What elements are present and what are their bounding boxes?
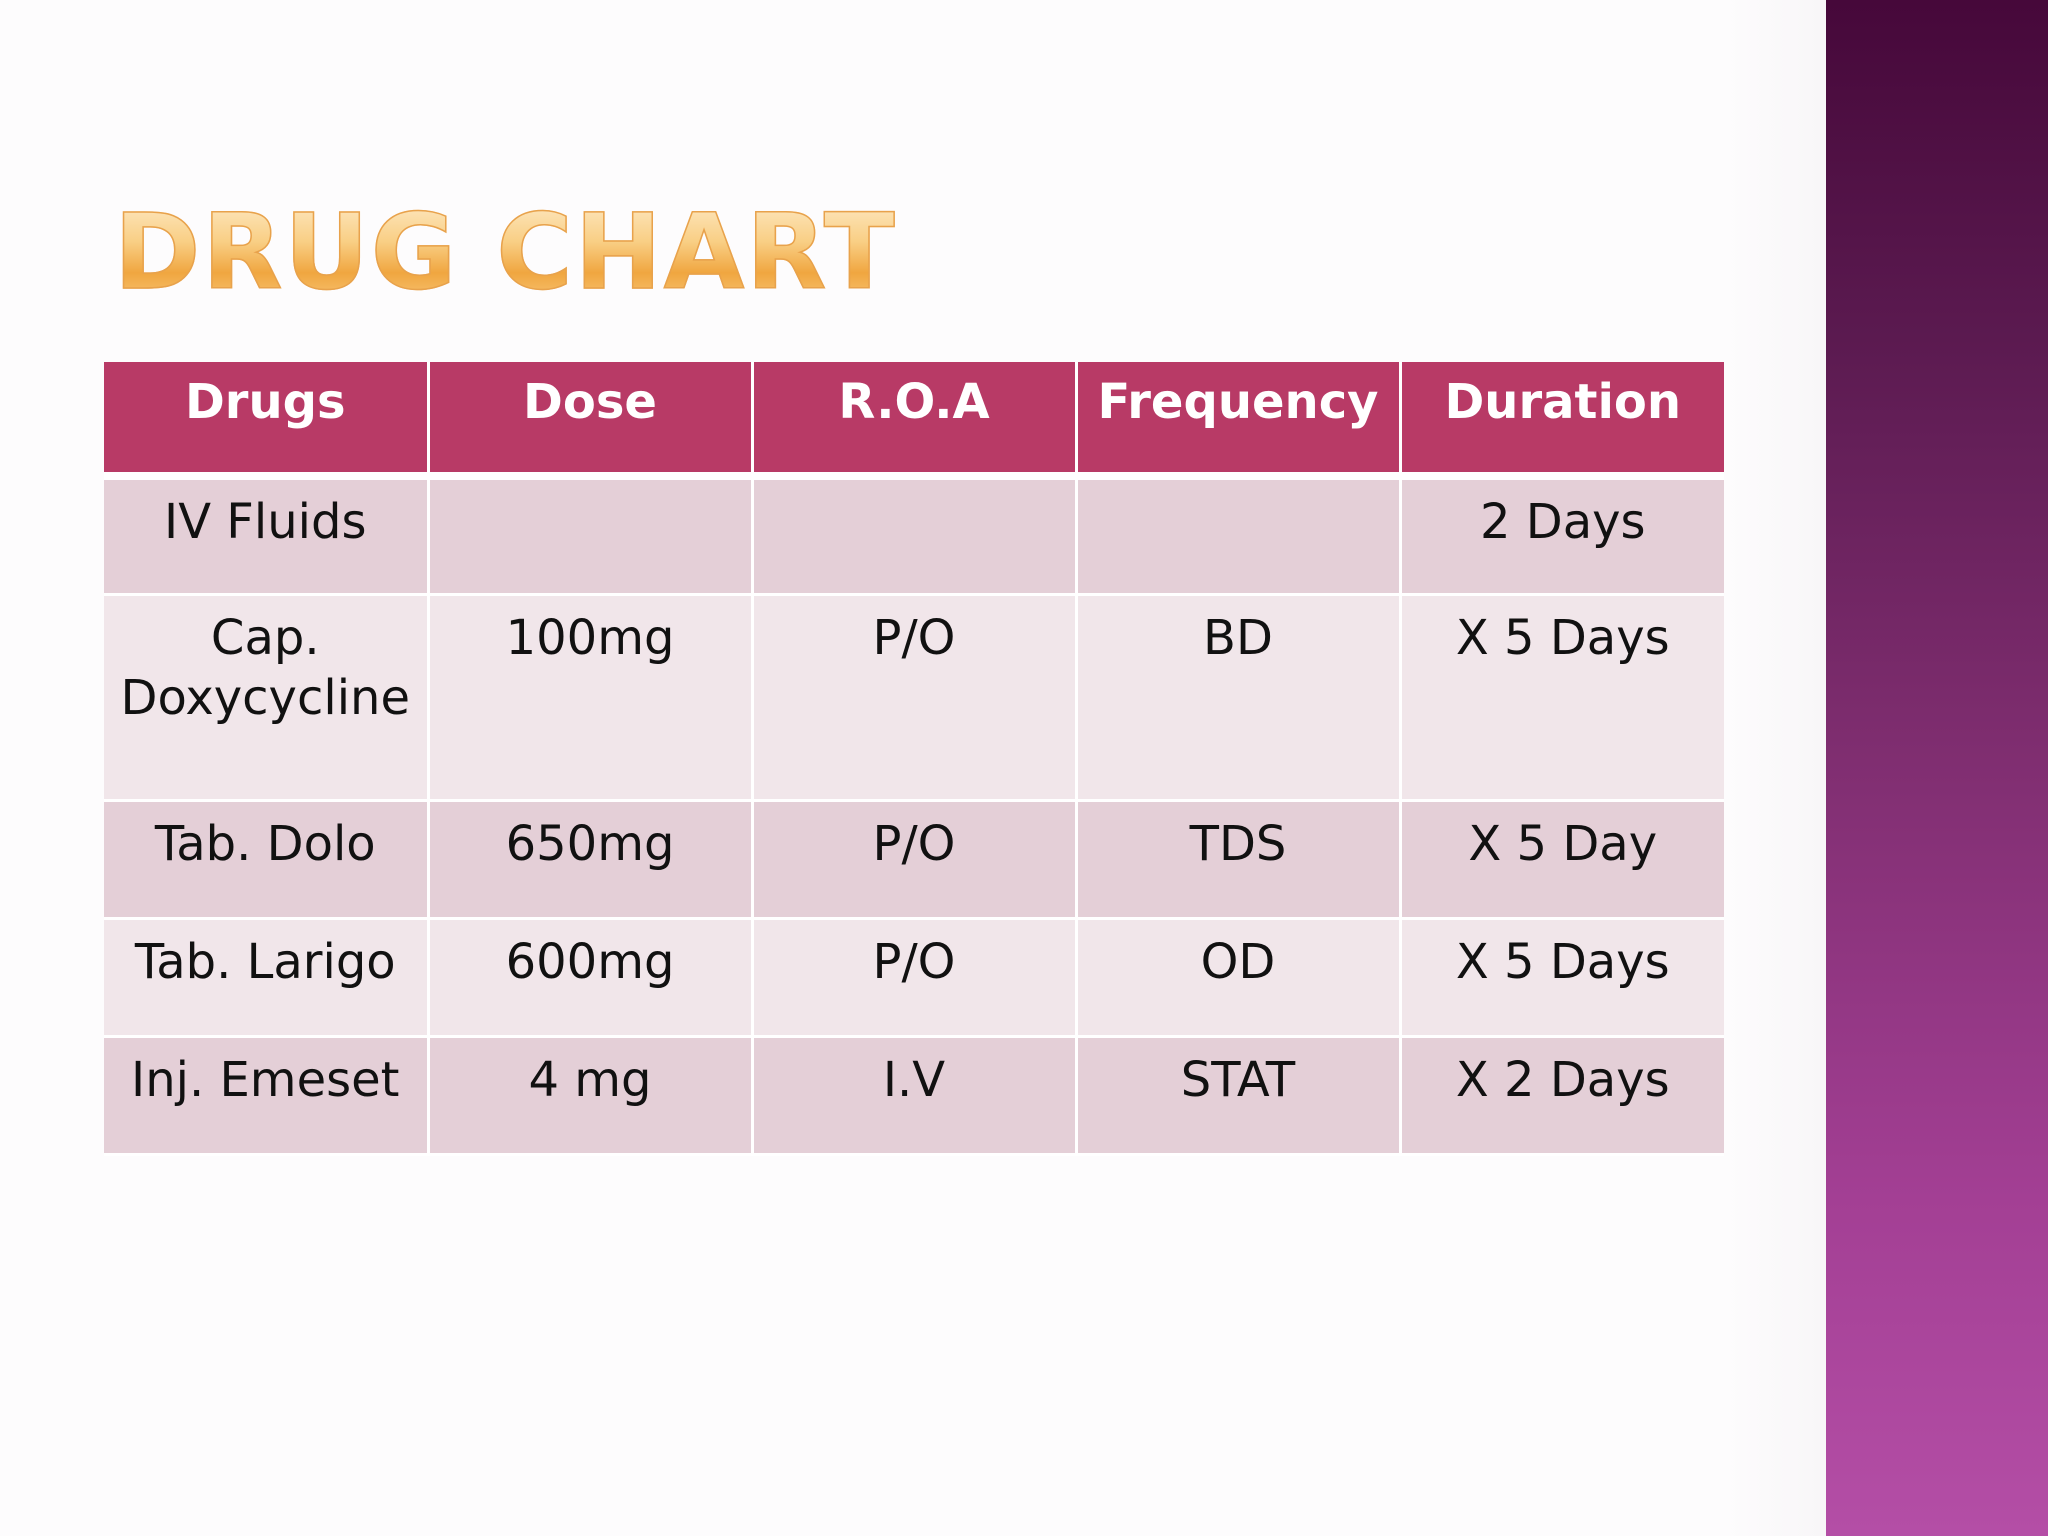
cell-frequency: OD — [1076, 918, 1402, 1038]
cell-roa: P/O — [752, 918, 1078, 1038]
cell-dose: 4 mg — [428, 1036, 754, 1156]
cell-duration: X 5 Days — [1400, 918, 1724, 1038]
cell-frequency — [1076, 476, 1402, 596]
cell-duration: X 5 Days — [1400, 594, 1724, 802]
cell-duration: X 5 Day — [1400, 800, 1724, 920]
cell-dose: 650mg — [428, 800, 754, 920]
cell-roa — [752, 476, 1078, 596]
table-row: Cap. Doxycycline 100mg P/O BD X 5 Days — [104, 594, 1724, 802]
cell-drug: Tab. Larigo — [104, 918, 430, 1038]
table-row: IV Fluids 2 Days — [104, 476, 1724, 596]
cell-dose: 100mg — [428, 594, 754, 802]
table-header-row: Drugs Dose R.O.A Frequency Duration — [104, 362, 1724, 480]
cell-frequency: TDS — [1076, 800, 1402, 920]
table-row: Tab. Dolo 650mg P/O TDS X 5 Day — [104, 800, 1724, 920]
cell-drug: IV Fluids — [104, 476, 430, 596]
cell-duration: X 2 Days — [1400, 1036, 1724, 1156]
table-row: Tab. Larigo 600mg P/O OD X 5 Days — [104, 918, 1724, 1038]
cell-roa: P/O — [752, 594, 1078, 802]
slide-title: Drug Chart — [113, 191, 897, 313]
cell-frequency: BD — [1076, 594, 1402, 802]
cell-dose — [428, 476, 754, 596]
header-dose: Dose — [428, 362, 754, 480]
header-roa: R.O.A — [752, 362, 1078, 480]
cell-duration: 2 Days — [1400, 476, 1724, 596]
cell-drug: Cap. Doxycycline — [104, 594, 430, 802]
header-drugs: Drugs — [104, 362, 430, 480]
cell-roa: P/O — [752, 800, 1078, 920]
cell-frequency: STAT — [1076, 1036, 1402, 1156]
table-row: Inj. Emeset 4 mg I.V STAT X 2 Days — [104, 1036, 1724, 1156]
drug-chart-table: Drugs Dose R.O.A Frequency Duration IV F… — [104, 362, 1724, 1156]
cell-dose: 600mg — [428, 918, 754, 1038]
cell-roa: I.V — [752, 1036, 1078, 1156]
cell-drug: Inj. Emeset — [104, 1036, 430, 1156]
decorative-side-band — [1826, 0, 2048, 1536]
header-duration: Duration — [1400, 362, 1724, 480]
header-frequency: Frequency — [1076, 362, 1402, 480]
side-fade — [1726, 0, 1826, 1536]
cell-drug: Tab. Dolo — [104, 800, 430, 920]
drug-table-container: Drugs Dose R.O.A Frequency Duration IV F… — [104, 362, 1724, 1156]
